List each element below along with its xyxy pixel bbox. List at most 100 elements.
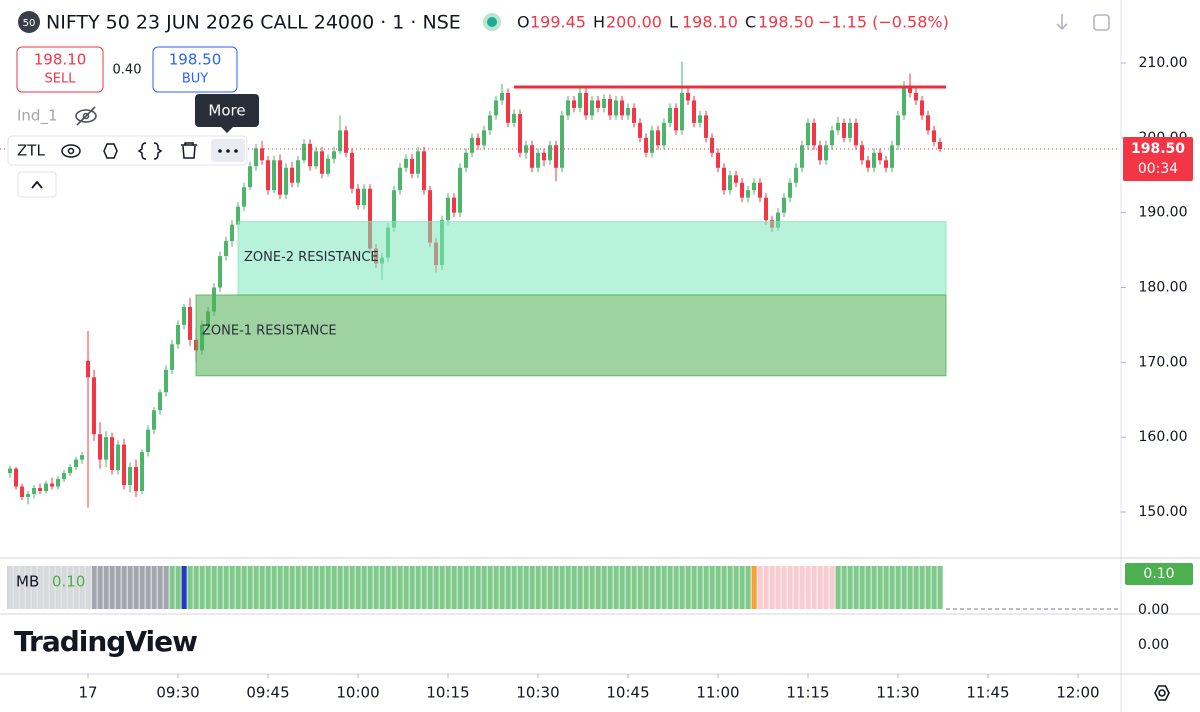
candle-body [830,130,835,146]
mb-bar [691,566,697,609]
indicator-name[interactable]: Ind_1 [17,107,58,126]
ohlc-key: L [669,13,678,32]
mb-bar [901,566,907,609]
candle-body [542,152,547,161]
mb-bar [139,566,145,609]
mb-bar [781,566,787,609]
mb-bar [289,566,295,609]
candle-body [740,182,745,198]
ohlc-value: 200.00 [606,13,662,32]
mb-bar [151,566,157,609]
zone-label: ZONE-1 RESISTANCE [202,323,337,338]
settings-gear[interactable] [1154,685,1170,701]
symbol-badge[interactable] [18,11,40,33]
candle-body [734,175,739,183]
candle-body [722,167,727,191]
candle-body [26,494,31,498]
candle-body [230,224,235,242]
delete-icon[interactable] [181,142,197,159]
zone-label: ZONE-2 RESISTANCE [244,250,379,265]
symbol-title[interactable]: NIFTY 50 23 JUN 2026 CALL 24000 · 1 · NS… [46,12,461,34]
candle-body [314,151,319,167]
price-pane: ZONE-2 RESISTANCE ZONE-1 RESISTANCE [0,61,1120,508]
download-icon[interactable] [1056,14,1068,31]
candle-body [116,444,121,471]
mb-bar [925,566,931,609]
last-price-box [1123,137,1193,182]
eye-pupil [67,147,75,155]
candle-body [584,92,589,116]
x-tick-label: 09:45 [246,684,289,702]
mb-bar [421,566,427,609]
ohlc-key: C [745,13,756,32]
candle-body [710,137,715,153]
mb-bar [709,566,715,609]
mb-bar [121,566,127,609]
source-icon[interactable] [137,142,163,160]
candle-body [854,122,859,146]
candle-body [476,137,481,146]
mb-bar [589,566,595,609]
candle-body [416,151,421,174]
buy-button[interactable] [152,46,238,93]
candle-body [290,167,295,183]
mb-bar [439,566,445,609]
mb-bar [397,566,403,609]
eye-icon[interactable] [61,144,81,158]
x-tick-label: 10:15 [426,684,469,702]
collapse-button[interactable] [17,171,57,198]
x-tick-label: 11:30 [876,684,919,702]
fullscreen-icon[interactable] [1093,14,1110,31]
candle-body [788,182,793,198]
candle-body [488,115,493,131]
candle-body [188,306,193,340]
mb-bar [223,566,229,609]
mb-bar [193,566,199,609]
candle-body [218,256,223,288]
branding: TradingView [14,625,197,658]
candle-body [800,145,805,168]
mb-bar [889,566,895,609]
mb-bar [469,566,475,609]
mb-bar [475,566,481,609]
status-dot [487,17,497,27]
candle-body [44,483,49,492]
candle-body [134,467,139,492]
candle-body [662,122,667,146]
hide-icon[interactable] [75,106,97,126]
x-tick-label: 09:30 [156,684,199,702]
sell-label: SELL [45,72,77,87]
candle-body [872,152,877,168]
y-tick-label: 160.00 [1139,429,1188,445]
mb-bar [481,566,487,609]
candle-body [908,85,913,93]
mb-bar [847,566,853,609]
mb-pane [7,566,1120,610]
settings-icon[interactable] [103,143,118,159]
mb-bar [109,566,115,609]
candle-body [842,122,847,138]
candle-body [38,488,43,492]
collapse-icon [31,180,43,189]
mb-bar [631,566,637,609]
candle-body [590,100,595,116]
mb-bar [157,566,163,609]
axes: 150.00160.00170.00180.00190.00200.00210.… [78,55,1193,702]
candle-body [32,488,37,495]
mb-bar [247,566,253,609]
candle-body [626,107,631,116]
mb-bar [835,566,841,609]
tooltip-arrow [221,127,233,133]
sell-button[interactable] [16,46,104,93]
candle-body [362,188,367,206]
zone [237,221,947,296]
mb-bar [811,566,817,609]
mb-bar [583,566,589,609]
candle-body [278,160,283,195]
toolbar-label[interactable]: ZTL [17,142,45,160]
mb-bar [91,566,97,609]
candle-body [224,241,229,257]
change: −1.15 (−0.58%) [818,13,949,32]
candle-body [848,122,853,138]
